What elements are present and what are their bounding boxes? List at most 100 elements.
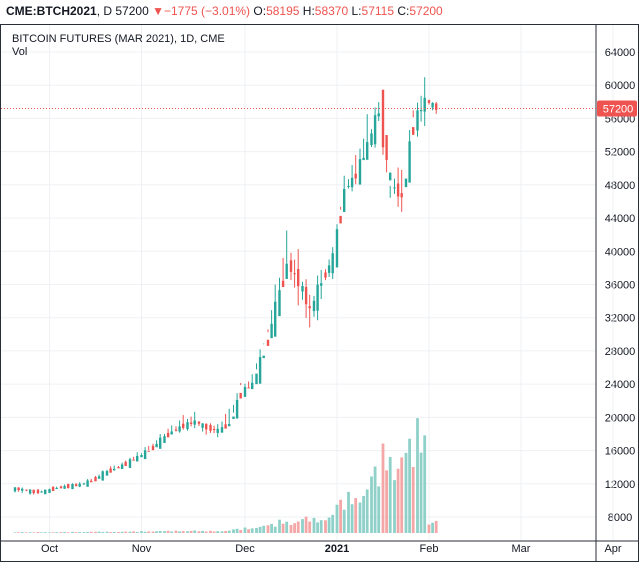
volume-bar [232,529,235,533]
volume-bar [434,520,438,533]
candle-body [289,260,293,272]
last-price-tag-label: 57200 [603,103,634,115]
volume-bar [55,532,59,533]
candle-body [243,386,247,397]
symbol-name[interactable]: CME:BTCH2021 [6,4,97,18]
low-label: L: [351,4,362,18]
volume-bar [319,520,323,533]
candle-body [97,476,101,479]
volume-bar [204,531,208,533]
volume-bar [74,532,78,533]
chart-frame[interactable] [0,24,639,562]
volume-bar [140,531,143,533]
candle-body [163,436,166,443]
volume-bar [408,438,411,533]
candle-body [193,420,196,425]
candle-body [59,486,63,489]
volume-bar [25,532,28,533]
volume-bar [365,489,369,533]
candle-body [143,450,147,460]
volume-bar [404,452,408,533]
volume-bar [339,499,342,533]
volume-bar [393,480,396,533]
candle-body [109,468,112,473]
candle-body [86,480,89,487]
volume-bar [97,531,101,533]
y-tick-label: 24000 [605,379,636,391]
volume-bar [419,452,423,533]
candle-body [51,486,55,492]
candle-body [48,489,51,493]
candle-body [255,373,258,385]
candle-body [178,426,181,432]
volume-bar [381,443,385,533]
candle-body [408,141,411,183]
candle-body [377,113,380,117]
volume-bar [327,517,331,533]
y-tick-label: 12000 [605,479,636,491]
volume-bar [13,532,17,533]
candle-body [74,484,78,487]
volume-bar [347,491,350,533]
volume-bar [189,530,193,533]
candle-body [105,471,109,476]
candle-body [209,425,212,431]
candle-body [308,306,311,309]
volume-bar [155,531,158,533]
candle-body [324,272,327,278]
volume-bar [278,519,281,533]
volume-bar [411,466,415,533]
volume-bar [128,531,132,533]
candle-body [358,159,362,185]
candle-body [366,142,369,160]
volume-bar [342,509,346,533]
x-tick-label: Feb [420,543,439,555]
volume-bar [143,531,147,533]
candle-body [293,273,296,275]
triangle-down-icon: ▼ [152,4,164,18]
volume-bar [43,532,47,533]
candle-body [32,489,35,494]
volume-bar [40,532,43,533]
candle-body [40,491,43,493]
candle-body [36,489,40,494]
volume-bar [354,498,358,533]
y-tick-label: 52000 [605,147,636,159]
candle-body [331,253,334,274]
candle-body [258,357,262,384]
candle-body [17,487,20,491]
volume-bar [273,526,277,533]
candle-body [350,177,354,188]
high-value: 58370 [314,4,349,18]
volume-bar [235,528,239,533]
interval-label[interactable]: D [103,4,113,18]
volume-bar [377,486,381,533]
volume-bar [370,476,373,533]
y-tick-label: 48000 [605,180,636,192]
y-tick-label: 8000 [608,512,632,524]
high-label: H: [302,4,315,18]
candle-body [124,461,127,467]
candle-body [44,489,47,495]
y-tick-label: 60000 [605,80,636,92]
volume-bar [163,531,166,533]
volume-bar [358,502,362,533]
volume-bar [63,531,66,533]
volume-bar [227,530,231,533]
volume-bar [250,528,254,533]
y-tick-label: 40000 [605,246,636,258]
candle-body [155,443,158,448]
volume-bar [350,504,354,533]
candle-body [201,423,204,428]
y-tick-label: 36000 [605,280,636,292]
volume-bar [416,418,419,533]
candle-body [166,432,170,438]
candle-body [435,103,438,110]
volume-bar [301,519,304,533]
y-tick-label: 20000 [605,412,636,424]
volume-bar [178,531,181,533]
candle-body [71,483,74,490]
volume-bar [281,523,285,533]
candle-body [28,489,32,494]
